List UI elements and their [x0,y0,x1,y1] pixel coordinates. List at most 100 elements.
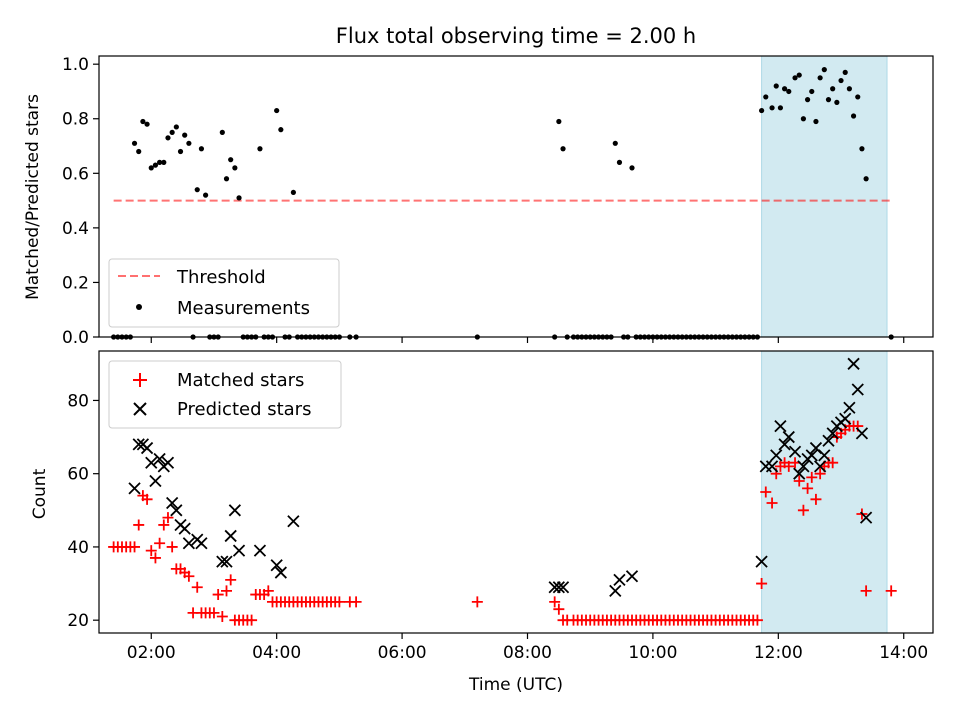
predicted-star-point [822,434,835,447]
predicted-star-point [797,460,810,473]
measurement-point [859,146,865,152]
measurement-point [560,146,566,152]
predicted-star-point [843,401,856,414]
bottom-y-axis-label: Count [30,468,50,519]
predicted-star-point [788,445,802,458]
matched-star-point [810,493,822,505]
predicted-star-point [228,504,242,517]
measurement-point [152,162,159,168]
measurement-point [830,86,836,92]
matched-star-point [145,545,157,557]
measurement-point [821,67,827,73]
measurement-point [182,132,188,138]
predicted-star-point [145,456,158,469]
matched-legend-label: Matched stars [177,370,304,391]
matched-star-point [814,468,826,480]
bottom-panel: 20 40 60 80 02:00 04:00 06:00 08:00 10:00 12:00 1… [30,350,934,695]
bottom-star-points [108,357,897,626]
measurement-point [219,129,225,135]
measurement-point [169,129,175,135]
measurement-point [223,176,230,182]
measurement-point [846,86,852,92]
predicted-star-point [847,357,860,370]
measurement-point [612,140,618,146]
matched-star-point [806,471,818,483]
measurement-point [813,118,819,125]
predicted-star-point [161,456,175,469]
matched-star-point [166,541,178,553]
predicted-legend-label: Predicted stars [177,399,311,420]
predicted-star-point [826,427,839,440]
matched-star-point [262,585,274,597]
predicted-star-point [793,467,806,480]
y-tick-label: 0.4 [62,219,89,239]
bottom-y-ticks: 20 40 60 80 [67,391,99,631]
measurement-point [825,97,832,103]
predicted-star-point [232,544,246,557]
y-tick-label: 40 [67,538,89,558]
measurement-point [792,75,798,81]
top-plot-frame [98,55,934,338]
top-y-axis-label: Matched/Predicted stars [23,94,43,300]
x-tick-label: 10:00 [628,643,677,663]
matched-star-point [350,596,362,608]
predicted-star-point [216,555,229,568]
measurement-point [855,94,861,100]
predicted-star-point [220,555,233,568]
matched-star-point [154,537,166,549]
y-tick-label: 80 [67,391,89,411]
measurement-point [161,159,167,165]
predicted-star-point [140,441,154,455]
measurement-point [629,165,635,171]
highlight-span-rect [761,55,888,338]
matched-star-point [471,596,483,608]
bottom-legend-box [108,360,342,429]
threshold-legend-label: Threshold [176,267,266,288]
predicted-star-point [625,570,639,583]
measurement-point [850,113,857,119]
measurements-legend-label: Measurements [177,298,310,319]
predicted-star-point [805,449,818,462]
matched-star-point [549,596,561,608]
measurement-point [800,116,807,122]
matched-star-point [827,457,839,469]
predicted-star-point [755,555,768,568]
predicted-star-point [855,427,869,440]
measurement-point [177,148,184,155]
measurement-point [194,187,200,193]
predicted-star-point [818,449,831,462]
x-tick-label: 08:00 [503,643,552,663]
measurement-point [773,83,779,89]
y-tick-label: 0.2 [62,273,89,293]
predicted-star-point [813,460,827,473]
measurement-point [257,146,263,152]
y-tick-label: 0.0 [62,328,89,348]
matched-star-point [183,570,195,582]
bottom-plot-frame [98,350,934,634]
predicted-star-point [170,504,183,517]
matched-star-point [212,589,224,601]
top-panel: 0.0 0.2 0.4 0.6 0.8 1.0 Matched/Predicted sta… [23,55,934,348]
x-tick-label: 12:00 [754,643,803,663]
matched-star-point [885,585,897,597]
measurement-point [232,165,238,171]
measurement-point [616,159,623,165]
predicted-star-point [839,412,852,425]
predicted-star-point [774,419,787,433]
matched-star-point [756,578,768,590]
measurement-point [777,105,784,111]
x-axis-label: Time (UTC) [468,675,563,695]
y-tick-label: 1.0 [62,55,89,75]
measurement-point [274,107,280,114]
matched-star-point [766,497,778,509]
measurement-point [769,105,775,111]
predicted-star-point [166,496,179,510]
matched-star-point [141,493,153,505]
matched-star-point [793,475,805,487]
measurements-legend-swatch [136,304,142,310]
matched-star-point [208,607,220,619]
matched-legend-swatch [133,373,147,387]
predicted-star-point [224,529,237,543]
predicted-star-point [609,584,622,598]
